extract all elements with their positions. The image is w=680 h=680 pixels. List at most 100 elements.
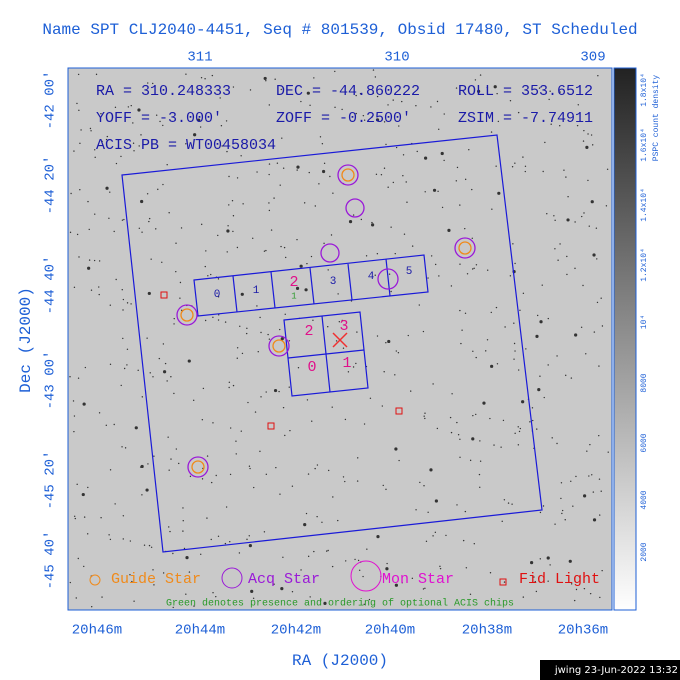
star (268, 104, 271, 106)
star (146, 193, 149, 195)
star (185, 593, 187, 595)
star (295, 286, 300, 290)
star (226, 251, 228, 253)
star (86, 533, 89, 535)
star (291, 591, 294, 593)
star (363, 423, 366, 425)
star (572, 505, 574, 507)
star (252, 237, 254, 239)
star (489, 417, 491, 420)
star (98, 293, 100, 296)
left-tick: -42 00' (43, 71, 59, 130)
star (91, 606, 93, 608)
star (546, 556, 550, 560)
star (519, 427, 522, 430)
star (398, 125, 400, 127)
star (80, 129, 82, 131)
acis-s (193, 254, 429, 317)
chip-label: 5 (406, 266, 413, 278)
star (471, 237, 473, 239)
star (517, 444, 520, 446)
star (227, 225, 229, 227)
star (150, 546, 153, 548)
star (172, 552, 174, 555)
star (590, 200, 594, 204)
star (113, 423, 115, 426)
star (185, 143, 187, 145)
star (275, 466, 277, 469)
star (507, 502, 510, 504)
left-tick: -43 00' (43, 351, 59, 410)
star (434, 531, 437, 534)
star (297, 367, 300, 369)
star (98, 286, 100, 288)
star (439, 567, 442, 570)
star (560, 482, 563, 484)
star (522, 596, 525, 598)
star (304, 288, 308, 292)
star (132, 142, 135, 144)
star (158, 357, 161, 360)
star (268, 209, 271, 212)
star (140, 199, 144, 204)
star (536, 314, 539, 317)
star (392, 181, 395, 184)
star (162, 370, 167, 374)
star (392, 99, 394, 101)
star (394, 583, 398, 587)
star (556, 355, 558, 357)
star (245, 332, 248, 335)
star (588, 225, 590, 227)
star (94, 213, 96, 215)
star (265, 473, 268, 476)
star (173, 317, 175, 320)
star (385, 143, 387, 146)
star (273, 583, 275, 585)
star (418, 304, 420, 306)
star (300, 569, 302, 571)
star (170, 458, 172, 460)
star (342, 347, 345, 349)
star (313, 77, 315, 79)
star (473, 267, 475, 270)
star (474, 79, 477, 81)
chip-label: 2 (289, 274, 298, 291)
star (374, 274, 376, 276)
star (221, 145, 223, 147)
star (517, 111, 520, 114)
note: Green denotes presence and ordering of o… (166, 598, 514, 610)
star (130, 303, 132, 305)
star (358, 569, 361, 571)
star (547, 317, 549, 320)
star (451, 393, 453, 395)
star (422, 588, 425, 590)
star (313, 550, 315, 553)
star (121, 219, 124, 221)
star (229, 473, 232, 476)
star (542, 505, 545, 507)
star (140, 464, 144, 469)
star (464, 227, 466, 230)
star (350, 300, 353, 302)
star (565, 374, 567, 377)
star (544, 141, 546, 144)
star (450, 285, 453, 287)
star (398, 459, 400, 462)
star (321, 169, 326, 174)
star (548, 98, 550, 101)
star (352, 214, 355, 216)
star (217, 296, 220, 298)
star (371, 221, 373, 224)
star (224, 542, 227, 545)
star (443, 159, 445, 162)
star (381, 405, 384, 407)
star (347, 371, 350, 373)
star (439, 565, 441, 568)
star (327, 469, 330, 472)
star (397, 352, 400, 354)
star (514, 432, 516, 435)
star (380, 174, 383, 176)
star (403, 233, 406, 235)
star (385, 567, 389, 571)
star (210, 481, 213, 484)
